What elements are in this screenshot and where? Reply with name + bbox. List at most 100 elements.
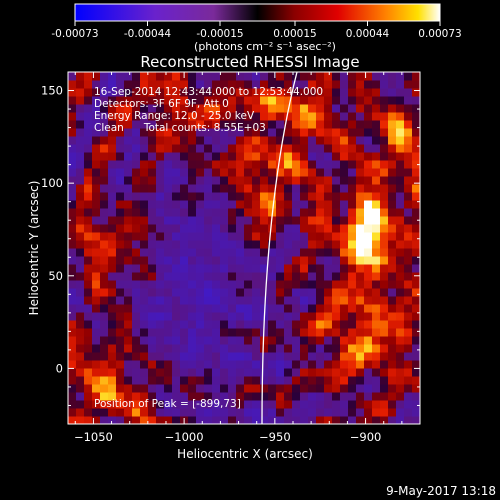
- heatmap-cell: [404, 128, 413, 137]
- heatmap-cell: [132, 392, 141, 401]
- heatmap-cell: [84, 320, 93, 329]
- heatmap-cell: [204, 312, 213, 321]
- heatmap-cell: [148, 280, 157, 289]
- heatmap-cell: [412, 416, 420, 424]
- heatmap-cell: [220, 232, 229, 241]
- heatmap-cell: [180, 88, 189, 97]
- heatmap-cell: [188, 192, 197, 201]
- heatmap-cell: [412, 112, 420, 121]
- heatmap-cell: [316, 112, 325, 121]
- heatmap-cell: [236, 112, 245, 121]
- heatmap-cell: [228, 72, 237, 81]
- heatmap-cell: [316, 136, 325, 145]
- heatmap-cell: [172, 216, 181, 225]
- heatmap-cell: [372, 264, 381, 273]
- heatmap-cell: [388, 256, 397, 265]
- heatmap-cell: [228, 328, 237, 337]
- heatmap-cell: [228, 216, 237, 225]
- heatmap-cell: [412, 72, 420, 81]
- heatmap-cell: [124, 112, 133, 121]
- heatmap-cell: [228, 280, 237, 289]
- heatmap-cell: [196, 368, 205, 377]
- heatmap-cell: [132, 176, 141, 185]
- heatmap-cell: [100, 112, 109, 121]
- heatmap-cell: [388, 192, 397, 201]
- heatmap-cell: [204, 256, 213, 265]
- heatmap-cell: [252, 112, 261, 121]
- heatmap-cell: [164, 104, 173, 113]
- heatmap-cell: [404, 104, 413, 113]
- heatmap-cell: [236, 96, 245, 105]
- heatmap-cell: [356, 352, 365, 361]
- heatmap-cell: [68, 136, 77, 145]
- heatmap-cell: [156, 160, 165, 169]
- heatmap-cell: [92, 360, 101, 369]
- heatmap-cell: [108, 344, 117, 353]
- heatmap-cell: [396, 168, 405, 177]
- heatmap-cell: [316, 128, 325, 137]
- heatmap-cell: [356, 144, 365, 153]
- heatmap-cell: [396, 128, 405, 137]
- heatmap-cell: [380, 312, 389, 321]
- heatmap-cell: [196, 184, 205, 193]
- heatmap-cell: [412, 128, 420, 137]
- heatmap-cell: [348, 384, 357, 393]
- heatmap-cell: [188, 392, 197, 401]
- heatmap-cell: [284, 120, 293, 129]
- heatmap-cell: [92, 80, 101, 89]
- heatmap-cell: [292, 320, 301, 329]
- heatmap-cell: [252, 120, 261, 129]
- heatmap-cell: [100, 280, 109, 289]
- heatmap-cell: [164, 120, 173, 129]
- heatmap-cell: [364, 360, 373, 369]
- heatmap-cell: [292, 304, 301, 313]
- heatmap-cell: [332, 384, 341, 393]
- heatmap-cell: [412, 256, 420, 265]
- heatmap-cell: [324, 200, 333, 209]
- heatmap-cell: [204, 232, 213, 241]
- heatmap-cell: [284, 344, 293, 353]
- heatmap-cell: [100, 136, 109, 145]
- heatmap-cell: [172, 272, 181, 281]
- info-line-3: Energy Range: 12.0 - 25.0 keV: [94, 110, 255, 122]
- heatmap-cell: [380, 264, 389, 273]
- heatmap-cell: [364, 368, 373, 377]
- heatmap-cell: [276, 240, 285, 249]
- heatmap-cell: [404, 216, 413, 225]
- heatmap-cell: [84, 80, 93, 89]
- heatmap-cell: [68, 216, 77, 225]
- heatmap-cell: [148, 224, 157, 233]
- heatmap-cell: [124, 120, 133, 129]
- heatmap-cell: [188, 72, 197, 81]
- heatmap-cell: [84, 296, 93, 305]
- heatmap-cell: [276, 136, 285, 145]
- solar-limb-line: [261, 72, 298, 424]
- heatmap-cell: [140, 296, 149, 305]
- heatmap-cell: [164, 136, 173, 145]
- heatmap-cell: [388, 416, 397, 424]
- heatmap-cell: [124, 336, 133, 345]
- heatmap-cell: [396, 224, 405, 233]
- heatmap-cell: [92, 168, 101, 177]
- heatmap-cell: [92, 376, 101, 385]
- heatmap-cell: [300, 72, 309, 81]
- heatmap-cell: [68, 416, 77, 424]
- heatmap-cell: [196, 328, 205, 337]
- heatmap-cell: [116, 128, 125, 137]
- heatmap-cell: [84, 104, 93, 113]
- heatmap-cell: [348, 240, 357, 249]
- heatmap-cell: [260, 248, 269, 257]
- heatmap-cell: [332, 296, 341, 305]
- heatmap-cell: [324, 120, 333, 129]
- heatmap-cell: [332, 400, 341, 409]
- heatmap-cell: [116, 176, 125, 185]
- heatmap-cell: [164, 240, 173, 249]
- heatmap-cell: [292, 136, 301, 145]
- heatmap-cell: [332, 208, 341, 217]
- heatmap-cell: [156, 152, 165, 161]
- heatmap-cell: [148, 312, 157, 321]
- heatmap-cell: [396, 208, 405, 217]
- heatmap-cell: [204, 344, 213, 353]
- heatmap-cell: [268, 320, 277, 329]
- heatmap-cell: [348, 104, 357, 113]
